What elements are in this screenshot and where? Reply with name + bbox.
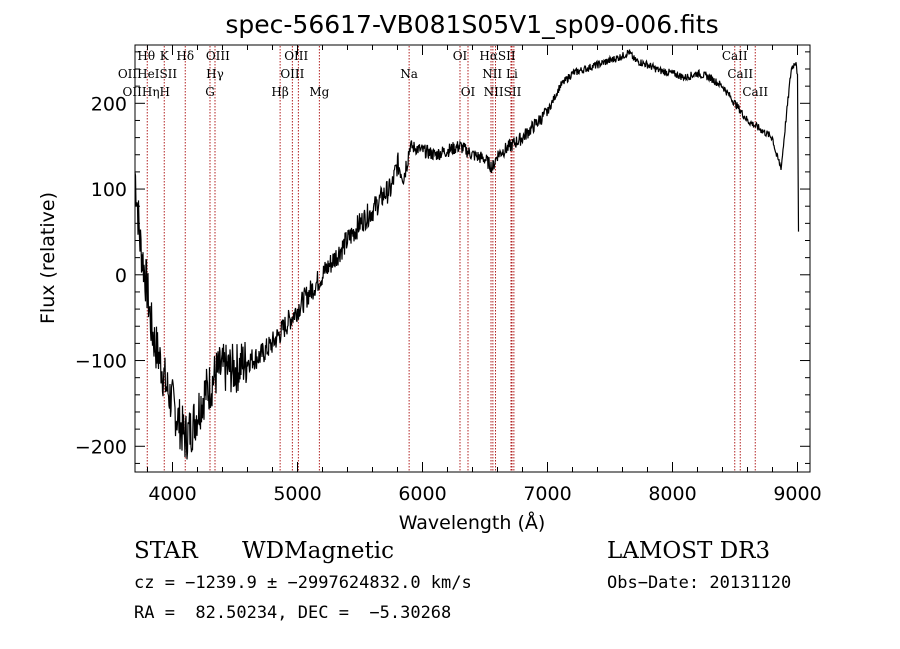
y-axis-ticks: −200 −100 0 100 200: [75, 51, 810, 464]
y-tick-label-3: 100: [91, 179, 127, 201]
redshift-readout: cz = −1239.9 ± −2997624832.0 km/s: [134, 573, 472, 593]
y-tick-label-2: 0: [115, 265, 127, 287]
line-label-row1-2: Hδ: [176, 49, 194, 63]
object-class: STAR: [134, 538, 198, 564]
x-tick-label-1: 5000: [273, 483, 321, 505]
x-axis-label: Wavelength (Å): [399, 511, 546, 534]
line-label-row2-5: CaII: [727, 67, 753, 81]
line-label-row3-6: CaII: [742, 85, 768, 99]
line-label-row3-3: Mg: [309, 85, 329, 99]
line-label-row3-5: NIISII: [484, 85, 522, 99]
observation-date: Obs−Date: 20131120: [607, 573, 792, 593]
line-label-row3-0: OIIHηH: [123, 85, 170, 99]
x-axis-ticks: 4000 5000 6000 7000 8000 9000: [147, 45, 822, 505]
line-label-row1-6: HαSII: [479, 49, 516, 63]
line-label-row1-3: OIII: [206, 49, 230, 63]
survey-name: LAMOST DR3: [607, 538, 771, 564]
chart-title: spec-56617-VB081S05V1_sp09-006.fits: [225, 10, 718, 39]
line-label-row2-4: NII Li: [482, 67, 518, 81]
emission-line-labels: Hθ K Hδ OIII OIII OI HαSII CaII OIIHeISII Hγ OIII N…: [118, 49, 769, 99]
x-tick-label-4: 8000: [648, 483, 696, 505]
line-label-row1-0: Hθ: [137, 49, 155, 63]
y-tick-label-1: −100: [75, 351, 127, 373]
object-subclass: WDMagnetic: [242, 538, 394, 564]
plot-frame: [134, 44, 811, 473]
spectrum-series-line: [134, 49, 800, 460]
x-tick-label-0: 4000: [148, 483, 196, 505]
y-tick-label-4: 200: [91, 93, 127, 115]
line-label-row1-1: K: [160, 49, 170, 63]
line-label-row3-1: G: [205, 85, 215, 99]
line-label-row2-0: OIIHeISII: [118, 67, 178, 81]
line-label-row1-7: CaII: [722, 49, 748, 63]
line-label-row1-5: OI: [453, 49, 468, 63]
line-label-row2-2: OIII: [280, 67, 304, 81]
y-tick-label-0: −200: [75, 436, 127, 458]
line-label-row1-4: OIII: [284, 49, 308, 63]
y-axis-label: Flux (relative): [37, 192, 59, 324]
sky-coordinates: RA = 82.50234, DEC = −5.30268: [134, 603, 452, 623]
line-label-row2-3: Na: [400, 67, 418, 81]
x-tick-label-2: 6000: [398, 483, 446, 505]
x-tick-label-3: 7000: [523, 483, 571, 505]
x-tick-label-5: 9000: [773, 483, 821, 505]
line-label-row2-1: Hγ: [206, 67, 224, 81]
line-label-row3-2: Hβ: [271, 85, 288, 99]
line-label-row3-4: OI: [461, 85, 476, 99]
emission-line-markers: [146, 46, 756, 471]
